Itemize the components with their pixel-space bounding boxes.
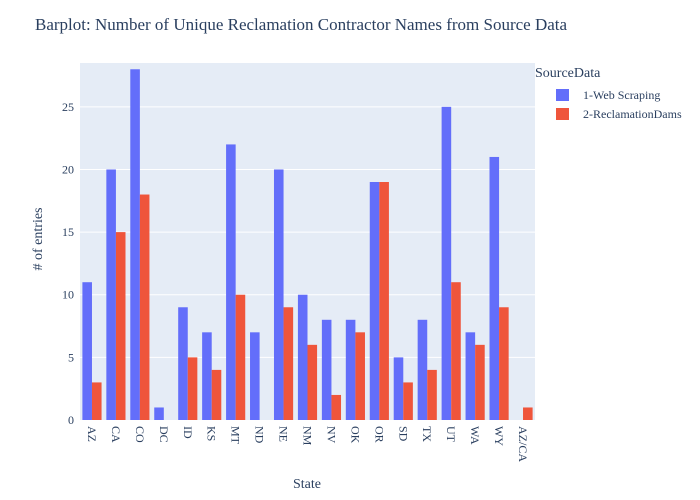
- bar-mt-series-2[interactable]: [235, 294, 246, 420]
- bar-az-series-2[interactable]: [91, 382, 102, 420]
- x-tick-label: OK: [348, 426, 362, 444]
- bar-id-series-2[interactable]: [187, 357, 198, 420]
- bar-wa-series-2[interactable]: [475, 344, 485, 420]
- bar-ut-series-2[interactable]: [451, 282, 461, 420]
- bar-ne-series-2[interactable]: [283, 307, 294, 420]
- x-tick-label: TX: [420, 426, 434, 442]
- bar-ok-series-2[interactable]: [355, 332, 365, 420]
- bar-wy-series-1[interactable]: [489, 156, 500, 420]
- bar-nm-series-1[interactable]: [297, 294, 308, 420]
- bar-sd-series-1[interactable]: [393, 357, 404, 420]
- bar-tx-series-2[interactable]: [427, 369, 437, 420]
- bar-wa-series-1[interactable]: [465, 332, 476, 420]
- x-tick-label: SD: [396, 426, 410, 442]
- x-axis-title: State: [293, 477, 321, 492]
- bar-nd-series-1[interactable]: [250, 332, 260, 420]
- bar-ca-series-1[interactable]: [106, 169, 116, 420]
- legend-label: 1-Web Scraping: [583, 88, 660, 102]
- legend-item-series-1[interactable]: 1-Web Scraping: [556, 88, 660, 102]
- y-tick-label: 5: [68, 350, 74, 364]
- bar-ks-series-1[interactable]: [202, 332, 212, 420]
- bar-ks-series-2[interactable]: [211, 369, 222, 420]
- bar-or-series-1[interactable]: [369, 182, 380, 420]
- y-axis-title: # of entries: [31, 208, 46, 271]
- x-tick-label: MT: [229, 426, 243, 445]
- legend-swatch: [556, 108, 569, 120]
- x-tick-label: DC: [157, 426, 171, 443]
- bar-co-series-2[interactable]: [139, 194, 150, 420]
- x-tick-label: AZ/CA: [516, 426, 530, 462]
- y-tick-label: 15: [62, 225, 74, 239]
- bar-ok-series-1[interactable]: [345, 319, 356, 420]
- x-tick-label: KS: [205, 426, 219, 441]
- x-tick-label: ND: [253, 426, 267, 444]
- x-tick-label: NM: [301, 426, 315, 446]
- y-tick-label: 20: [62, 162, 74, 176]
- bar-ca-series-2[interactable]: [115, 232, 126, 420]
- legend-label: 2-ReclamationDams: [583, 107, 682, 121]
- x-tick-label: AZ: [85, 426, 99, 442]
- x-tick-label: OR: [372, 426, 386, 443]
- bar-mt-series-1[interactable]: [226, 144, 236, 420]
- bar-nv-series-2[interactable]: [331, 394, 342, 420]
- y-axis-ticks: 0 5 10 15 20 25: [62, 100, 74, 427]
- legend-item-series-2[interactable]: 2-ReclamationDams: [556, 107, 682, 121]
- legend-items[interactable]: 1-Web Scraping 2-ReclamationDams: [556, 88, 682, 121]
- chart-title: Barplot: Number of Unique Reclamation Co…: [35, 15, 567, 34]
- legend[interactable]: SourceData 1-Web Scraping 2-ReclamationDa…: [535, 66, 682, 121]
- x-tick-label: WA: [468, 426, 482, 445]
- y-tick-label: 10: [62, 288, 74, 302]
- y-tick-label: 25: [62, 100, 74, 114]
- x-tick-label: NV: [324, 426, 338, 444]
- bar-dc-series-1[interactable]: [154, 407, 164, 420]
- x-tick-label: CA: [109, 426, 123, 443]
- x-tick-label: ID: [181, 426, 195, 439]
- bar-sd-series-2[interactable]: [403, 382, 413, 420]
- x-tick-label: CO: [133, 426, 147, 443]
- bar-ut-series-1[interactable]: [441, 106, 452, 420]
- bar-nv-series-1[interactable]: [321, 319, 332, 420]
- x-tick-label: UT: [444, 426, 458, 443]
- legend-title: SourceData: [535, 66, 601, 81]
- bar-co-series-1[interactable]: [130, 69, 140, 421]
- y-tick-label: 0: [68, 413, 74, 427]
- x-axis-ticks: AZ CA CO DC ID KS MT ND NE NM NV OK OR SD TX UT WA WY AZ/C…: [85, 426, 530, 462]
- bar-wy-series-2[interactable]: [499, 307, 509, 420]
- bars: [82, 69, 533, 421]
- bar-tx-series-1[interactable]: [417, 319, 428, 420]
- x-tick-label: WY: [492, 426, 506, 446]
- bar-az-ca-series-2[interactable]: [523, 407, 533, 420]
- bar-nm-series-2[interactable]: [307, 344, 318, 420]
- bar-or-series-2[interactable]: [379, 182, 389, 420]
- bar-id-series-1[interactable]: [178, 307, 188, 420]
- bar-az-series-1[interactable]: [82, 282, 92, 420]
- bar-ne-series-1[interactable]: [273, 169, 284, 420]
- x-tick-label: NE: [277, 426, 291, 442]
- legend-swatch: [556, 89, 569, 101]
